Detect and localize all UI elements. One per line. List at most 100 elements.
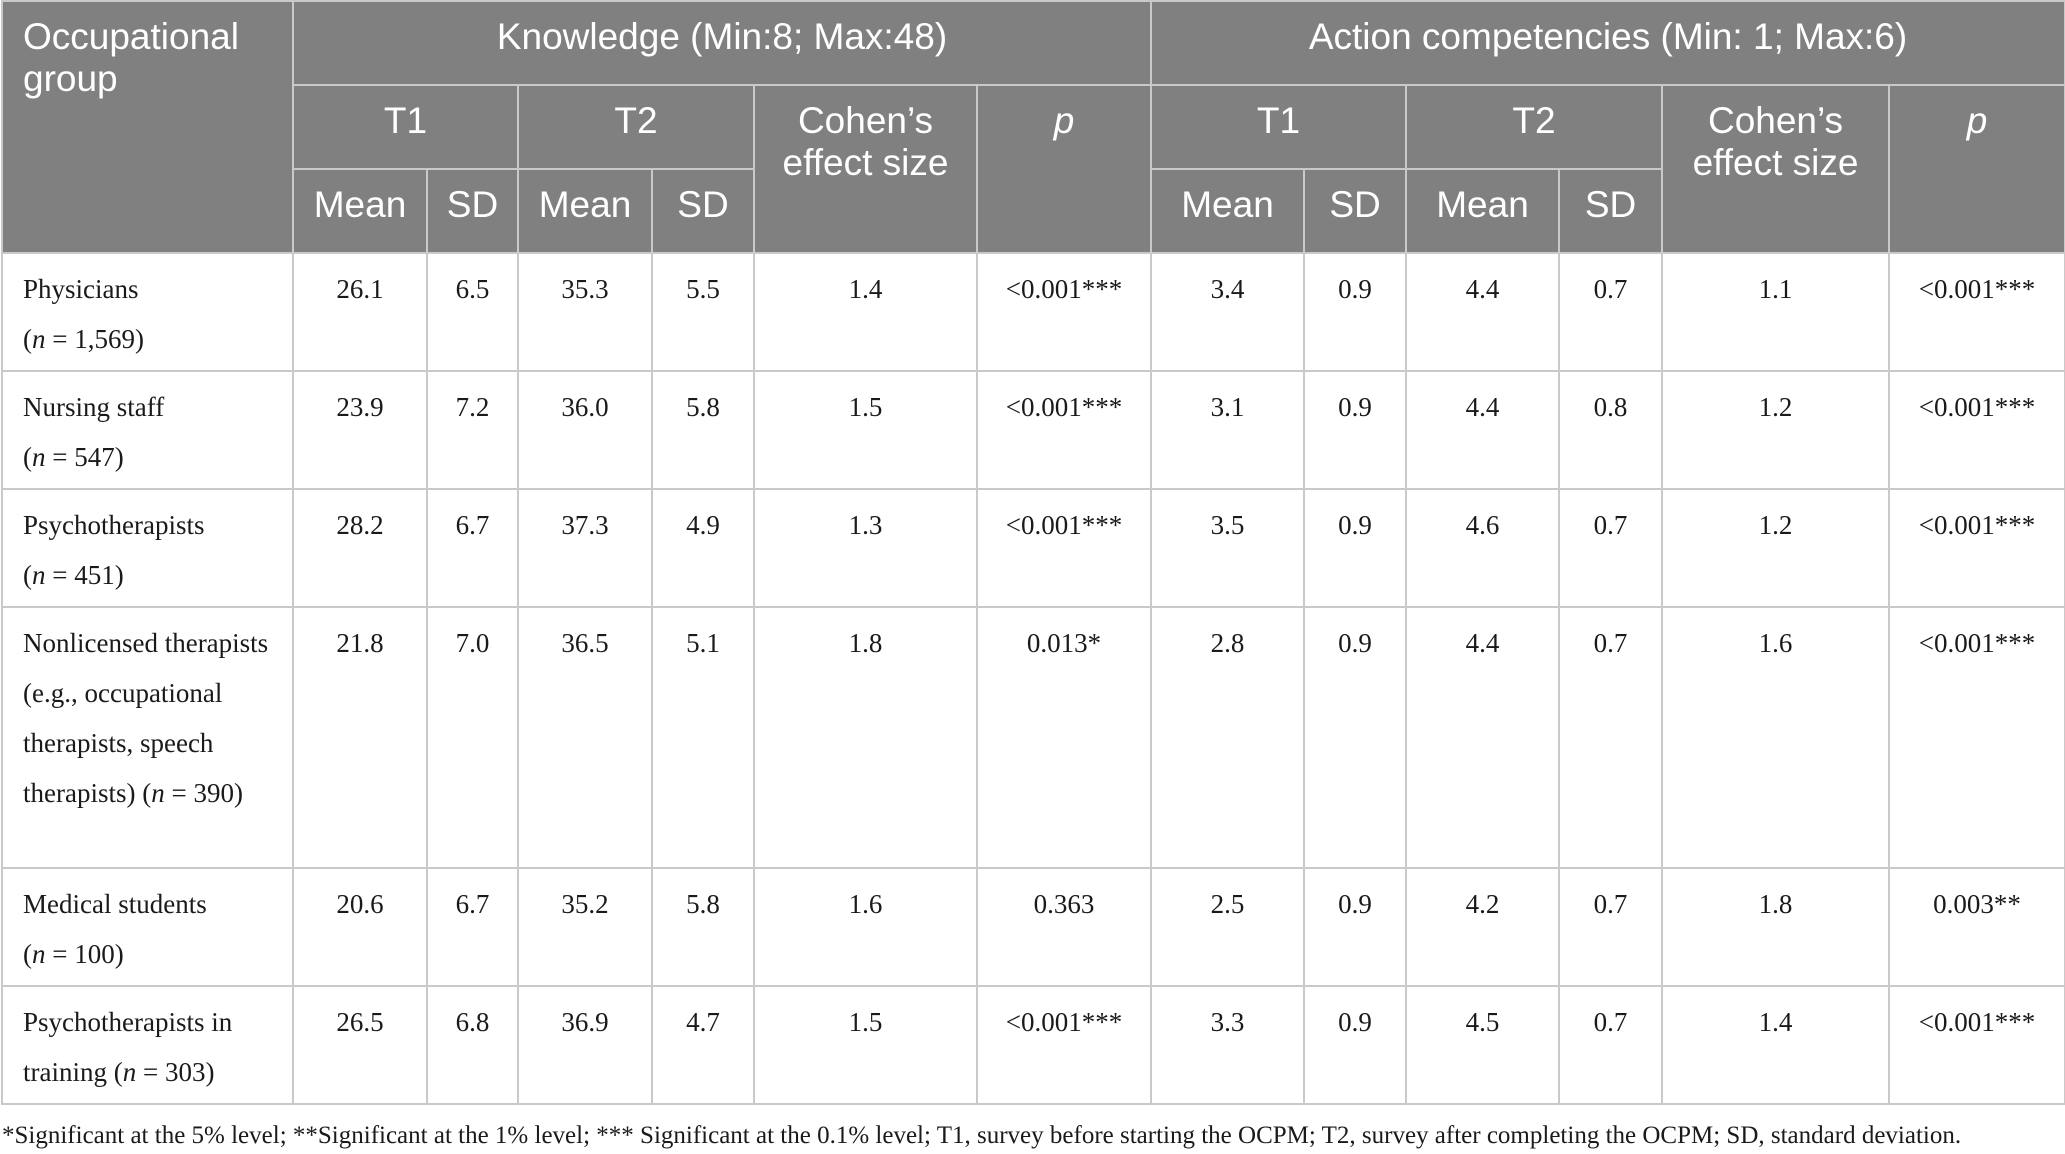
knowledge-cohen-cell: 1.8: [753, 606, 978, 869]
knowledge-t1-sd-cell: 6.7: [426, 488, 519, 608]
knowledge-cohen-cell: 1.5: [753, 985, 978, 1105]
header-action-competencies: Action competencies (Min: 1; Max:6): [1150, 0, 2065, 86]
action-p-cell: 0.003**: [1888, 867, 2065, 987]
action-t1-mean-cell: 3.5: [1150, 488, 1306, 608]
action-t1-sd-cell: 0.9: [1303, 370, 1408, 490]
action-t1-mean-cell: 3.4: [1150, 252, 1306, 372]
group-n-open: (: [23, 442, 32, 472]
group-n-symbol: n: [32, 939, 46, 969]
group-n-symbol: n: [122, 1057, 137, 1087]
action-t2-mean-cell: 4.4: [1405, 370, 1561, 490]
knowledge-t1-sd-cell: 6.7: [426, 867, 519, 987]
action-cohen-cell: 1.2: [1661, 370, 1891, 490]
table-footnote: *Significant at the 5% level; **Signific…: [2, 1122, 1962, 1149]
knowledge-cohen-cell: 1.6: [753, 867, 978, 987]
knowledge-t1-sd-cell: 7.0: [426, 606, 519, 869]
knowledge-cohen-cell: 1.3: [753, 488, 978, 608]
action-t1-sd-cell: 0.9: [1303, 606, 1408, 869]
action-t1-mean-cell: 3.3: [1150, 985, 1306, 1105]
group-n-open: (: [23, 324, 32, 354]
action-t1-sd-cell: 0.9: [1303, 985, 1408, 1105]
header-action-p: p: [1888, 84, 2065, 254]
action-t1-mean-cell: 3.1: [1150, 370, 1306, 490]
header-action-t1-mean: Mean: [1150, 168, 1306, 254]
occupational-group-cell: Psychotherapists in training (n = 303): [1, 985, 294, 1105]
group-n-value: = 451): [45, 560, 124, 590]
knowledge-t1-sd-cell: 6.5: [426, 252, 519, 372]
knowledge-t1-mean-cell: 26.5: [292, 985, 428, 1105]
occupational-group-cell: Psychotherapists (n = 451): [1, 488, 294, 608]
group-name: Nonlicensed therapists (e.g., occupation…: [23, 628, 269, 808]
header-occupational-group: Occupational group: [1, 0, 294, 254]
action-cohen-cell: 1.6: [1661, 606, 1891, 869]
action-cohen-cell: 1.4: [1661, 985, 1891, 1105]
knowledge-t1-mean-cell: 26.1: [292, 252, 428, 372]
group-n-value: = 390): [164, 778, 243, 808]
action-t2-mean-cell: 4.6: [1405, 488, 1561, 608]
knowledge-t2-sd-cell: 5.5: [651, 252, 755, 372]
header-knowledge: Knowledge (Min:8; Max:48): [291, 0, 1153, 86]
header-action-cohen: Cohen’s effect size: [1661, 84, 1891, 254]
knowledge-t1-mean-cell: 28.2: [292, 488, 428, 608]
knowledge-t2-mean-cell: 35.3: [517, 252, 653, 372]
knowledge-t2-sd-cell: 4.7: [651, 985, 755, 1105]
action-t1-sd-cell: 0.9: [1303, 867, 1408, 987]
occupational-group-cell: Medical students (n = 100): [1, 867, 294, 987]
knowledge-t2-sd-cell: 4.9: [651, 488, 755, 608]
table-row: Medical students (n = 100) 20.6 6.7 35.2 …: [1, 867, 2065, 987]
action-p-cell: <0.001***: [1888, 985, 2065, 1105]
action-cohen-cell: 1.8: [1661, 867, 1891, 987]
header-knowledge-t2-mean: Mean: [517, 168, 653, 254]
table-body: Physicians (n = 1,569) 26.1 6.5 35.3 5.5 …: [1, 252, 2065, 1105]
action-t2-mean-cell: 4.5: [1405, 985, 1561, 1105]
header-action-t2: T2: [1405, 84, 1664, 170]
knowledge-p-cell: <0.001***: [975, 370, 1153, 490]
table-header: Occupational group Knowledge (Min:8; Max…: [1, 0, 2065, 254]
group-n-open: (: [23, 560, 32, 590]
header-knowledge-p: p: [975, 84, 1153, 254]
knowledge-t2-sd-cell: 5.8: [651, 867, 755, 987]
action-t2-mean-cell: 4.2: [1405, 867, 1561, 987]
group-n-symbol: n: [32, 442, 46, 472]
header-knowledge-t2: T2: [517, 84, 755, 170]
group-n-symbol: n: [151, 778, 165, 808]
group-n-value: = 303): [136, 1057, 215, 1087]
group-n-open: (: [113, 1057, 123, 1087]
action-p-cell: <0.001***: [1888, 488, 2065, 608]
header-knowledge-t1-mean: Mean: [292, 168, 428, 254]
group-name: Medical students: [23, 889, 207, 919]
group-n-symbol: n: [32, 324, 46, 354]
action-t2-sd-cell: 0.7: [1558, 867, 1664, 987]
knowledge-t2-mean-cell: 36.9: [517, 985, 653, 1105]
action-t2-sd-cell: 0.7: [1558, 252, 1664, 372]
occupational-group-cell: Nonlicensed therapists (e.g., occupation…: [1, 606, 294, 869]
action-t1-sd-cell: 0.9: [1303, 252, 1408, 372]
header-action-t1-sd: SD: [1303, 168, 1408, 254]
action-t2-sd-cell: 0.7: [1558, 488, 1664, 608]
knowledge-t1-sd-cell: 6.8: [426, 985, 519, 1105]
header-knowledge-cohen: Cohen’s effect size: [753, 84, 978, 254]
action-p-cell: <0.001***: [1888, 606, 2065, 869]
knowledge-t1-mean-cell: 20.6: [292, 867, 428, 987]
group-name: Nursing staff: [23, 392, 165, 422]
knowledge-t1-sd-cell: 7.2: [426, 370, 519, 490]
group-n-open: (: [142, 778, 152, 808]
occupational-group-cell: Physicians (n = 1,569): [1, 252, 294, 372]
action-p-cell: <0.001***: [1888, 252, 2065, 372]
group-name: Physicians: [23, 274, 139, 304]
knowledge-p-cell: <0.001***: [975, 488, 1153, 608]
header-action-t2-sd: SD: [1558, 168, 1664, 254]
action-t1-mean-cell: 2.8: [1150, 606, 1306, 869]
knowledge-t2-sd-cell: 5.8: [651, 370, 755, 490]
table-row: Psychotherapists (n = 451) 28.2 6.7 37.3 …: [1, 488, 2065, 608]
knowledge-t2-mean-cell: 35.2: [517, 867, 653, 987]
table-row: Nonlicensed therapists (e.g., occupation…: [1, 606, 2065, 869]
knowledge-p-cell: 0.013*: [975, 606, 1153, 869]
knowledge-p-cell: <0.001***: [975, 252, 1153, 372]
action-t2-mean-cell: 4.4: [1405, 252, 1561, 372]
action-t1-sd-cell: 0.9: [1303, 488, 1408, 608]
knowledge-cohen-cell: 1.5: [753, 370, 978, 490]
group-n-symbol: n: [32, 560, 46, 590]
knowledge-p-cell: 0.363: [975, 867, 1153, 987]
group-name: Psychotherapists in training: [23, 1007, 233, 1087]
